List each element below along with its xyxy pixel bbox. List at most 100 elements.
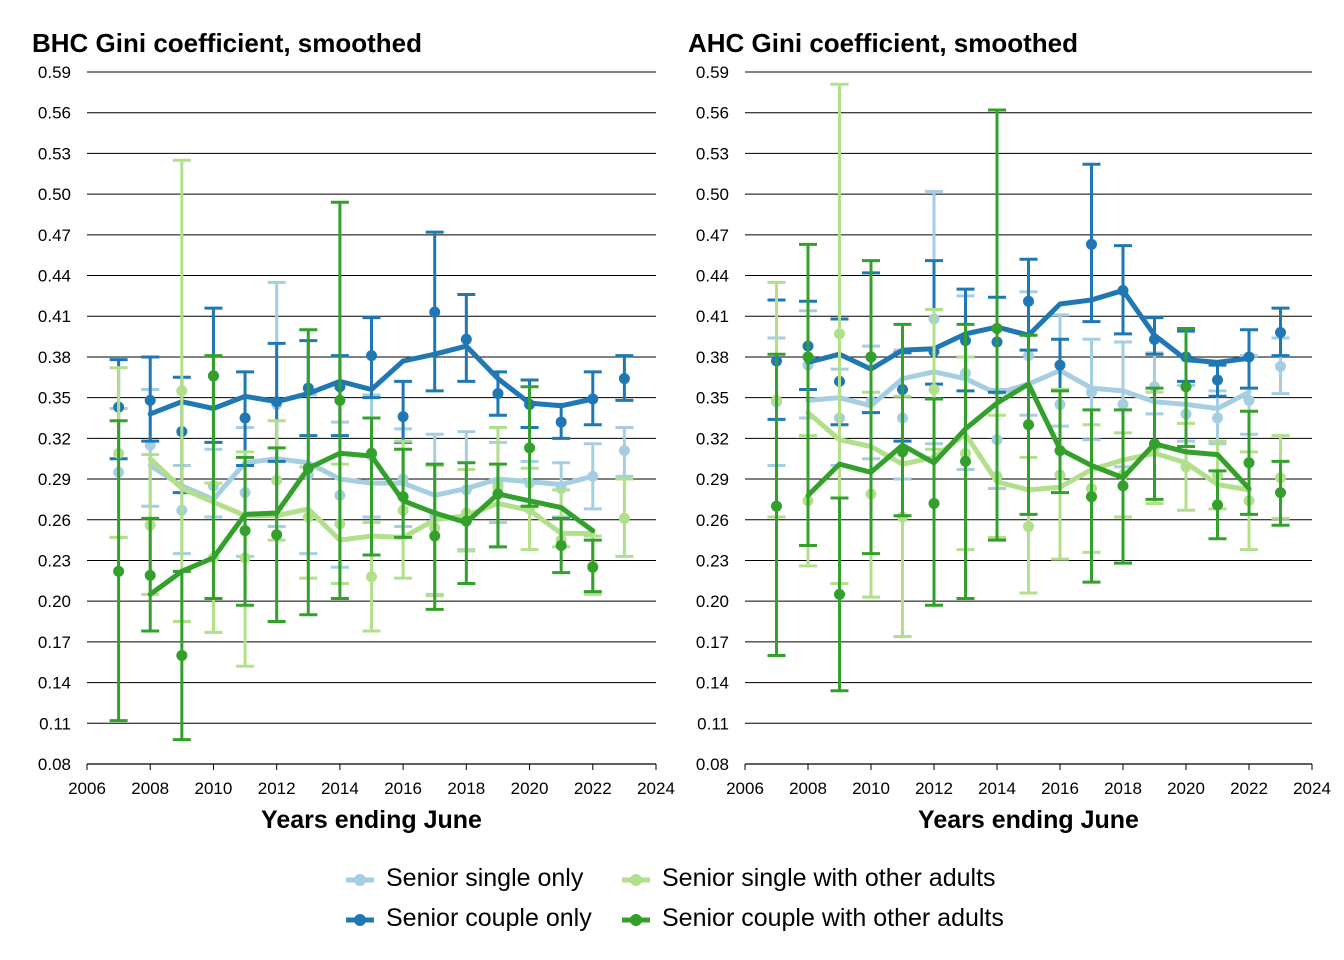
legend-swatch [346, 874, 374, 886]
bhc-y-tick-label: 0.32 [38, 429, 71, 448]
data-point [176, 385, 188, 397]
bhc-y-tick-label: 0.23 [38, 551, 71, 570]
data-point [492, 388, 504, 400]
bhc-y-tick-label: 0.41 [38, 307, 71, 326]
ahc-y-tick-label: 0.14 [696, 674, 729, 693]
bhc-y-tick-label: 0.44 [38, 267, 71, 286]
bhc-y-tick-label: 0.35 [38, 389, 71, 408]
bhc-y-tick-label: 0.11 [39, 714, 71, 733]
bhc-series-senior-couple-with-other-adults [109, 200, 602, 742]
ahc-chart-title: AHC Gini coefficient, smoothed [688, 28, 1079, 58]
bhc-x-tick-label: 2006 [68, 779, 106, 798]
data-point [271, 529, 283, 541]
legend-label: Senior couple with other adults [662, 903, 1004, 932]
bhc-x-tick-label: 2014 [321, 779, 359, 798]
bhc-x-tick-label: 2016 [384, 779, 422, 798]
data-point [618, 445, 630, 457]
data-point [366, 447, 377, 459]
data-point [960, 455, 971, 467]
ahc-y-tick-label: 0.17 [696, 633, 729, 652]
data-point [618, 373, 630, 385]
ahc-x-tick-label: 2010 [852, 779, 890, 798]
bhc-y-tick-label: 0.38 [38, 348, 71, 367]
bhc-x-tick-label: 2022 [574, 779, 612, 798]
data-point [302, 462, 314, 474]
data-point [1054, 445, 1066, 457]
data-point [928, 384, 940, 396]
data-point [1117, 284, 1129, 296]
data-point [492, 488, 504, 500]
bhc-y-tick-label: 0.26 [38, 511, 71, 530]
data-point [865, 351, 877, 363]
data-point [334, 394, 346, 406]
legend-label: Senior couple only [386, 903, 592, 932]
data-point [1275, 327, 1286, 339]
ahc-y-tick-label: 0.08 [696, 755, 729, 774]
data-point [1054, 359, 1066, 371]
legend-key [622, 868, 650, 888]
ahc-y-tick-label: 0.50 [696, 185, 729, 204]
legend-swatch [346, 914, 374, 926]
data-point [1180, 381, 1192, 393]
legend-key [622, 908, 650, 928]
smoothed-line [805, 381, 1252, 498]
ahc-x-axis-title: Years ending June [918, 806, 1139, 834]
legend-label: Senior single with other adults [662, 863, 996, 892]
bhc-y-tick-label: 0.47 [38, 226, 71, 245]
ahc-y-tick-label: 0.23 [696, 551, 729, 570]
data-point [1149, 438, 1160, 450]
bhc-x-tick-label: 2024 [637, 779, 675, 798]
ahc-plot: 0.59 0.56 0.53 0.50 0.47 0.44 0.41 0.38 0.35 0.32… [696, 63, 1331, 834]
smoothed-line [147, 343, 596, 417]
data-point [271, 396, 283, 408]
data-point [1243, 457, 1255, 469]
ahc-y-tick-label: 0.44 [696, 267, 729, 286]
ahc-x-tick-label: 2018 [1104, 779, 1142, 798]
data-point [429, 530, 441, 542]
data-point [207, 370, 219, 382]
ahc-y-tick-label: 0.32 [696, 429, 729, 448]
bhc-x-tick-label: 2010 [195, 779, 233, 798]
bhc-chart-title: BHC Gini coefficient, smoothed [32, 28, 423, 58]
legend-item-senior-couple-only: Senior couple only [346, 898, 592, 938]
bhc-y-tick-label: 0.53 [38, 144, 71, 163]
ahc-x-tick-label: 2014 [978, 779, 1016, 798]
data-point [1117, 398, 1129, 410]
data-point [239, 525, 251, 537]
data-point [1212, 412, 1223, 424]
ahc-x-tick-label: 2024 [1293, 779, 1331, 798]
data-point [1149, 333, 1160, 345]
data-point [460, 333, 472, 345]
data-point [113, 565, 125, 577]
legend-item-senior-couple-with-other-adults: Senior couple with other adults [622, 898, 1004, 938]
ahc-y-tick-label: 0.38 [696, 348, 729, 367]
ahc-x-tick-label: 2020 [1167, 779, 1205, 798]
bhc-y-tick-label: 0.29 [38, 470, 71, 489]
ahc-x-tick-label: 2008 [789, 779, 827, 798]
legend-key [346, 868, 374, 888]
bhc-y-tick-label: 0.56 [38, 104, 71, 123]
data-point [618, 512, 630, 524]
data-point [366, 571, 377, 583]
data-point [555, 416, 567, 428]
bhc-plot: 0.59 0.56 0.53 0.50 0.47 0.44 0.41 0.38 0.35 0.32… [38, 63, 675, 834]
ahc-y-tick-label: 0.53 [696, 144, 729, 163]
legend-item-senior-single-with-other-adults: Senior single with other adults [622, 858, 996, 898]
data-point [397, 491, 409, 503]
data-point [897, 446, 908, 458]
data-point [397, 411, 409, 423]
bhc-y-tick-label: 0.59 [38, 63, 71, 82]
ahc-x-tick-label: 2022 [1230, 779, 1268, 798]
ahc-y-tick-label: 0.29 [696, 470, 729, 489]
ahc-y-tick-label: 0.47 [696, 226, 729, 245]
ahc-y-tick-label: 0.11 [697, 714, 729, 733]
data-point [834, 328, 845, 340]
legend: Senior single only Senior single with ot… [0, 856, 1344, 946]
bhc-x-axis-title: Years ending June [261, 806, 482, 834]
ahc-y-tick-label: 0.20 [696, 592, 729, 611]
data-point [1243, 351, 1255, 363]
data-point [555, 540, 567, 552]
ahc-y-tick-label: 0.56 [696, 104, 729, 123]
legend-key [346, 908, 374, 928]
